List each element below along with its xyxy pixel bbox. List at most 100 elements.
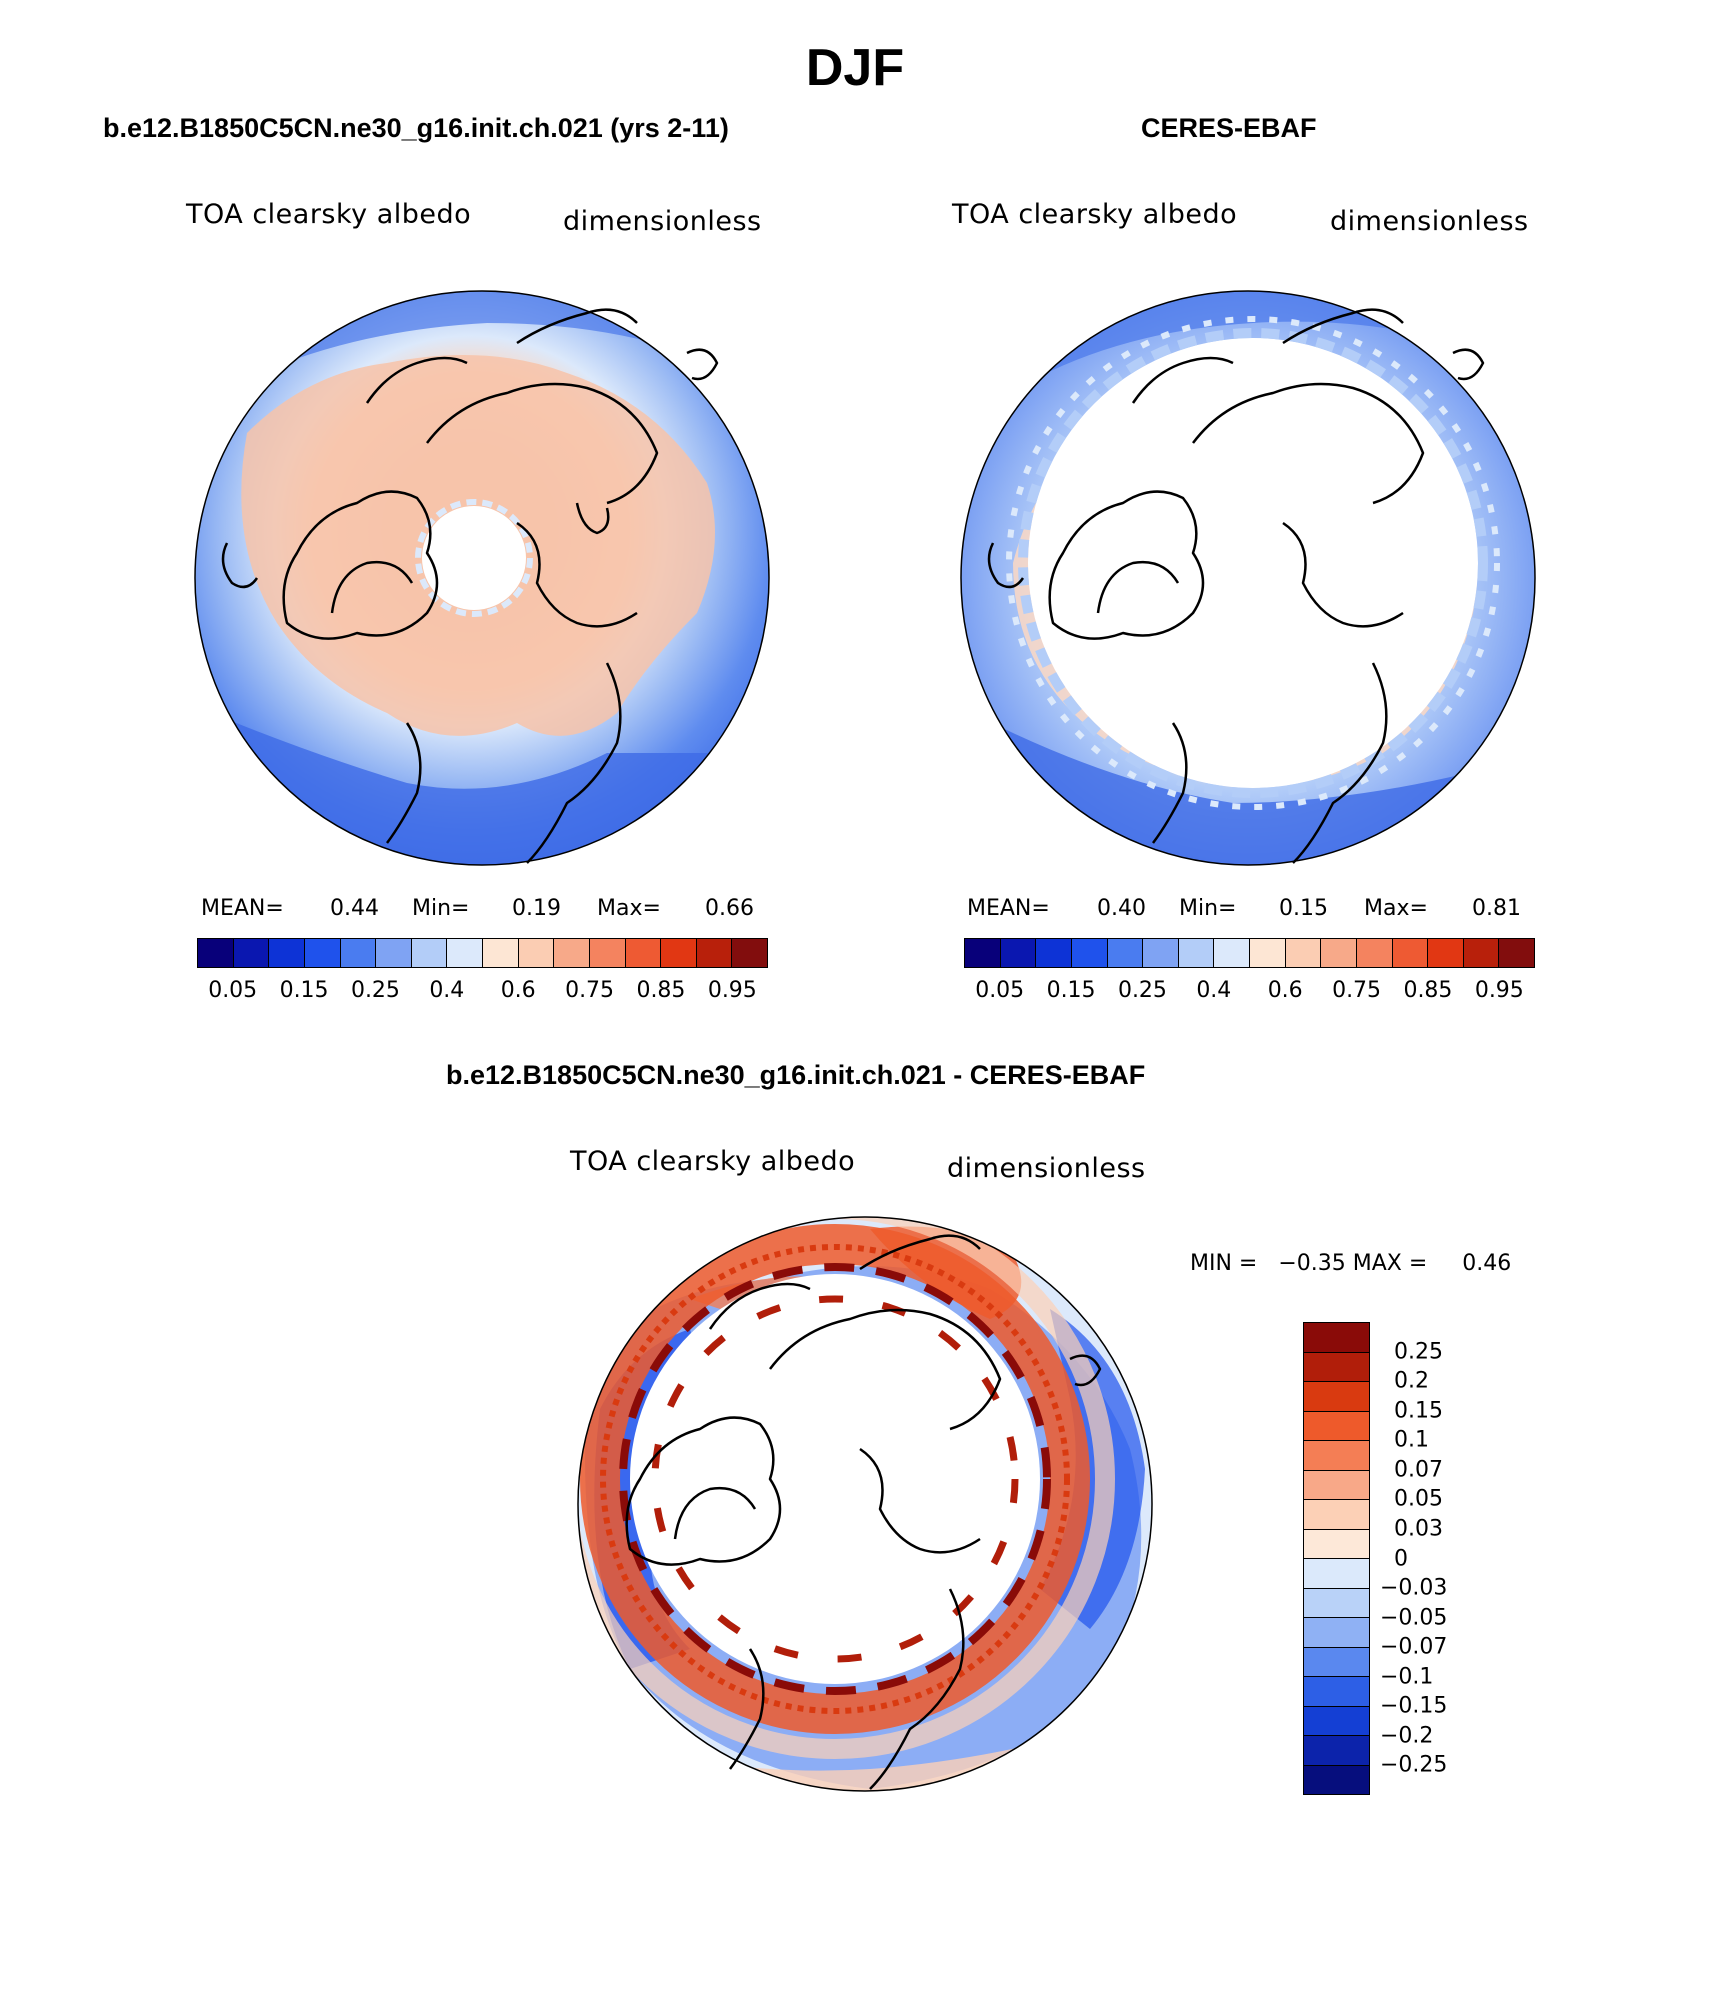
model-min-value: 0.19	[512, 896, 561, 921]
obs-colorbar-swatch	[1214, 939, 1250, 967]
obs-colorbar-swatch	[1285, 939, 1322, 967]
model-min-label: Min=	[412, 896, 470, 921]
diff-minmax-text: MIN = −0.35 MAX = 0.46	[1190, 1251, 1512, 1276]
diff-colorbar-tick-label: 0.03	[1394, 1516, 1443, 1542]
diff-colorbar-swatch	[1304, 1323, 1369, 1353]
model-mean-label: MEAN=	[201, 896, 284, 921]
diff-colorbar-swatch	[1304, 1411, 1369, 1441]
diff-colorbar-swatch	[1304, 1706, 1369, 1736]
diff-colorbar-swatch	[1304, 1382, 1369, 1412]
model-colorbar-swatch	[269, 939, 305, 967]
obs-colorbar-tick-label: 0.6	[1267, 978, 1303, 1003]
diff-colorbar-swatch	[1304, 1352, 1369, 1382]
diff-colorbar-ticks: 0.25 0.2 0.15 0.1 0.07 0.05 0.03 0 −0.03 −0.05 −0.…	[1380, 1322, 1530, 1795]
diff-colorbar-tick-label: 0.2	[1394, 1368, 1429, 1394]
diff-colorbar-tick-label: −0.03	[1380, 1575, 1448, 1601]
model-colorbar-swatch	[589, 939, 626, 967]
diff-units-label: dimensionless	[947, 1153, 1146, 1184]
model-colorbar-tick-label: 0.05	[208, 978, 258, 1003]
diff-colorbar-tick-label: −0.15	[1380, 1693, 1448, 1719]
model-colorbar-swatch	[447, 939, 483, 967]
model-colorbar-swatch	[554, 939, 590, 967]
diff-colorbar-swatch	[1304, 1470, 1369, 1500]
model-colorbar-tick-label: 0.75	[565, 978, 615, 1003]
model-colorbar-swatch	[661, 939, 697, 967]
model-variable-label: TOA clearsky albedo	[186, 199, 472, 230]
obs-colorbar	[964, 938, 1535, 968]
diff-variable-label: TOA clearsky albedo	[570, 1146, 856, 1177]
model-max-label: Max=	[597, 896, 661, 921]
diff-colorbar-tick-label: 0.15	[1394, 1398, 1443, 1424]
diff-polar-map	[577, 1216, 1153, 1792]
diff-colorbar-swatch	[1304, 1647, 1369, 1677]
obs-colorbar-swatch	[1178, 939, 1215, 967]
model-colorbar-tick-label: 0.4	[429, 978, 465, 1003]
model-colorbar-ticks: 0.05 0.15 0.25 0.4 0.6 0.75 0.85 0.95	[197, 978, 768, 1006]
diff-panel-title: b.e12.B1850C5CN.ne30_g16.init.ch.021 - C…	[446, 1060, 1146, 1090]
model-colorbar-swatch	[411, 939, 448, 967]
diff-colorbar-swatch	[1304, 1529, 1369, 1559]
diff-colorbar-tick-label: −0.2	[1380, 1723, 1434, 1749]
model-panel-title: b.e12.B1850C5CN.ne30_g16.init.ch.021 (yr…	[103, 113, 729, 143]
diff-colorbar-swatch	[1304, 1500, 1369, 1530]
model-colorbar-tick-label: 0.95	[707, 978, 757, 1003]
obs-colorbar-swatch	[1499, 939, 1534, 967]
obs-colorbar-tick-label: 0.75	[1332, 978, 1382, 1003]
model-colorbar-swatch	[483, 939, 519, 967]
obs-colorbar-swatch	[1321, 939, 1357, 967]
diff-colorbar-tick-label: 0	[1394, 1546, 1408, 1571]
diff-colorbar-tick-label: 0.07	[1394, 1457, 1443, 1483]
obs-colorbar-swatch	[1071, 939, 1108, 967]
obs-polar-map	[960, 290, 1536, 866]
diff-colorbar-swatch	[1304, 1736, 1369, 1766]
model-max-value: 0.66	[705, 896, 754, 921]
obs-colorbar-tick-label: 0.05	[975, 978, 1025, 1003]
obs-colorbar-swatch	[1107, 939, 1144, 967]
obs-colorbar-tick-label: 0.25	[1117, 978, 1167, 1003]
obs-mean-label: MEAN=	[967, 896, 1050, 921]
diff-colorbar-swatch	[1304, 1765, 1369, 1794]
obs-colorbar-swatch	[1356, 939, 1393, 967]
obs-colorbar-tick-label: 0.85	[1403, 978, 1453, 1003]
model-colorbar-swatch	[732, 939, 767, 967]
diff-colorbar-swatch	[1304, 1441, 1369, 1471]
model-colorbar-swatch	[376, 939, 412, 967]
model-mean-value: 0.44	[330, 896, 379, 921]
obs-colorbar-swatch	[1000, 939, 1037, 967]
obs-colorbar-swatch	[965, 939, 1001, 967]
obs-colorbar-swatch	[1428, 939, 1464, 967]
model-colorbar-swatch	[696, 939, 733, 967]
diff-colorbar-tick-label: −0.1	[1380, 1664, 1434, 1690]
diff-colorbar-swatch	[1304, 1618, 1369, 1648]
model-units-label: dimensionless	[563, 206, 762, 237]
obs-mean-value: 0.40	[1097, 896, 1146, 921]
model-colorbar-tick-label: 0.6	[500, 978, 536, 1003]
obs-min-label: Min=	[1179, 896, 1237, 921]
diff-colorbar-swatch	[1304, 1677, 1369, 1707]
obs-colorbar-swatch	[1143, 939, 1179, 967]
model-colorbar-tick-label: 0.25	[350, 978, 400, 1003]
obs-colorbar-swatch	[1250, 939, 1286, 967]
obs-colorbar-ticks: 0.05 0.15 0.25 0.4 0.6 0.75 0.85 0.95	[964, 978, 1535, 1006]
obs-colorbar-tick-label: 0.4	[1196, 978, 1232, 1003]
model-colorbar	[197, 938, 768, 968]
model-colorbar-swatch	[304, 939, 341, 967]
model-polar-map	[194, 290, 770, 866]
model-colorbar-swatch	[625, 939, 662, 967]
diff-colorbar-tick-label: −0.05	[1380, 1605, 1448, 1631]
model-colorbar-swatch	[518, 939, 555, 967]
model-colorbar-swatch	[340, 939, 377, 967]
diff-colorbar-tick-label: 0.25	[1394, 1339, 1443, 1365]
model-colorbar-tick-label: 0.15	[279, 978, 329, 1003]
obs-panel-title: CERES-EBAF	[1141, 113, 1317, 143]
obs-units-label: dimensionless	[1330, 206, 1529, 237]
obs-max-value: 0.81	[1472, 896, 1521, 921]
model-colorbar-swatch	[233, 939, 270, 967]
diff-colorbar-tick-label: −0.07	[1380, 1634, 1448, 1660]
model-colorbar-tick-label: 0.85	[636, 978, 686, 1003]
diff-colorbar-tick-label: 0.05	[1394, 1486, 1443, 1512]
obs-colorbar-tick-label: 0.95	[1474, 978, 1524, 1003]
obs-colorbar-swatch	[1036, 939, 1072, 967]
diff-colorbar	[1303, 1322, 1370, 1795]
obs-max-label: Max=	[1364, 896, 1428, 921]
